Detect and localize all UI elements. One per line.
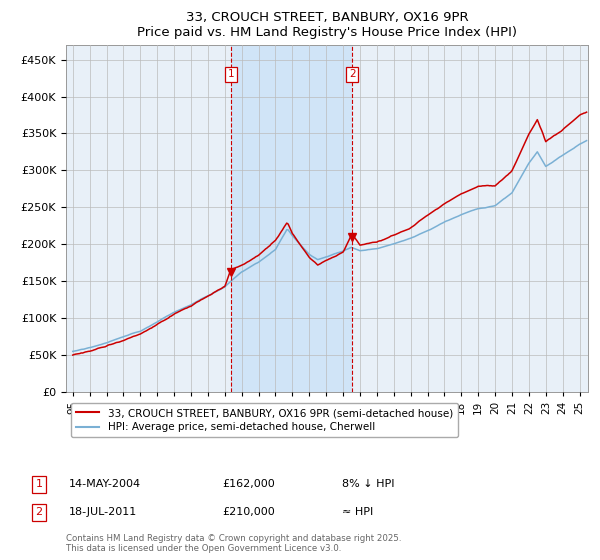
Text: 14-MAY-2004: 14-MAY-2004 xyxy=(69,479,141,489)
Text: 2: 2 xyxy=(349,69,355,80)
Text: £162,000: £162,000 xyxy=(222,479,275,489)
Text: 1: 1 xyxy=(35,479,43,489)
Text: 18-JUL-2011: 18-JUL-2011 xyxy=(69,507,137,517)
Text: 8% ↓ HPI: 8% ↓ HPI xyxy=(342,479,395,489)
Bar xyxy=(231,45,352,392)
Text: 2: 2 xyxy=(35,507,43,517)
Text: Contains HM Land Registry data © Crown copyright and database right 2025.
This d: Contains HM Land Registry data © Crown c… xyxy=(66,534,401,553)
Text: ≈ HPI: ≈ HPI xyxy=(342,507,373,517)
Legend: 33, CROUCH STREET, BANBURY, OX16 9PR (semi-detached house), HPI: Average price, : 33, CROUCH STREET, BANBURY, OX16 9PR (se… xyxy=(71,403,458,437)
Title: 33, CROUCH STREET, BANBURY, OX16 9PR
Price paid vs. HM Land Registry's House Pri: 33, CROUCH STREET, BANBURY, OX16 9PR Pri… xyxy=(137,11,517,39)
Text: £210,000: £210,000 xyxy=(222,507,275,517)
Text: 1: 1 xyxy=(228,69,235,80)
